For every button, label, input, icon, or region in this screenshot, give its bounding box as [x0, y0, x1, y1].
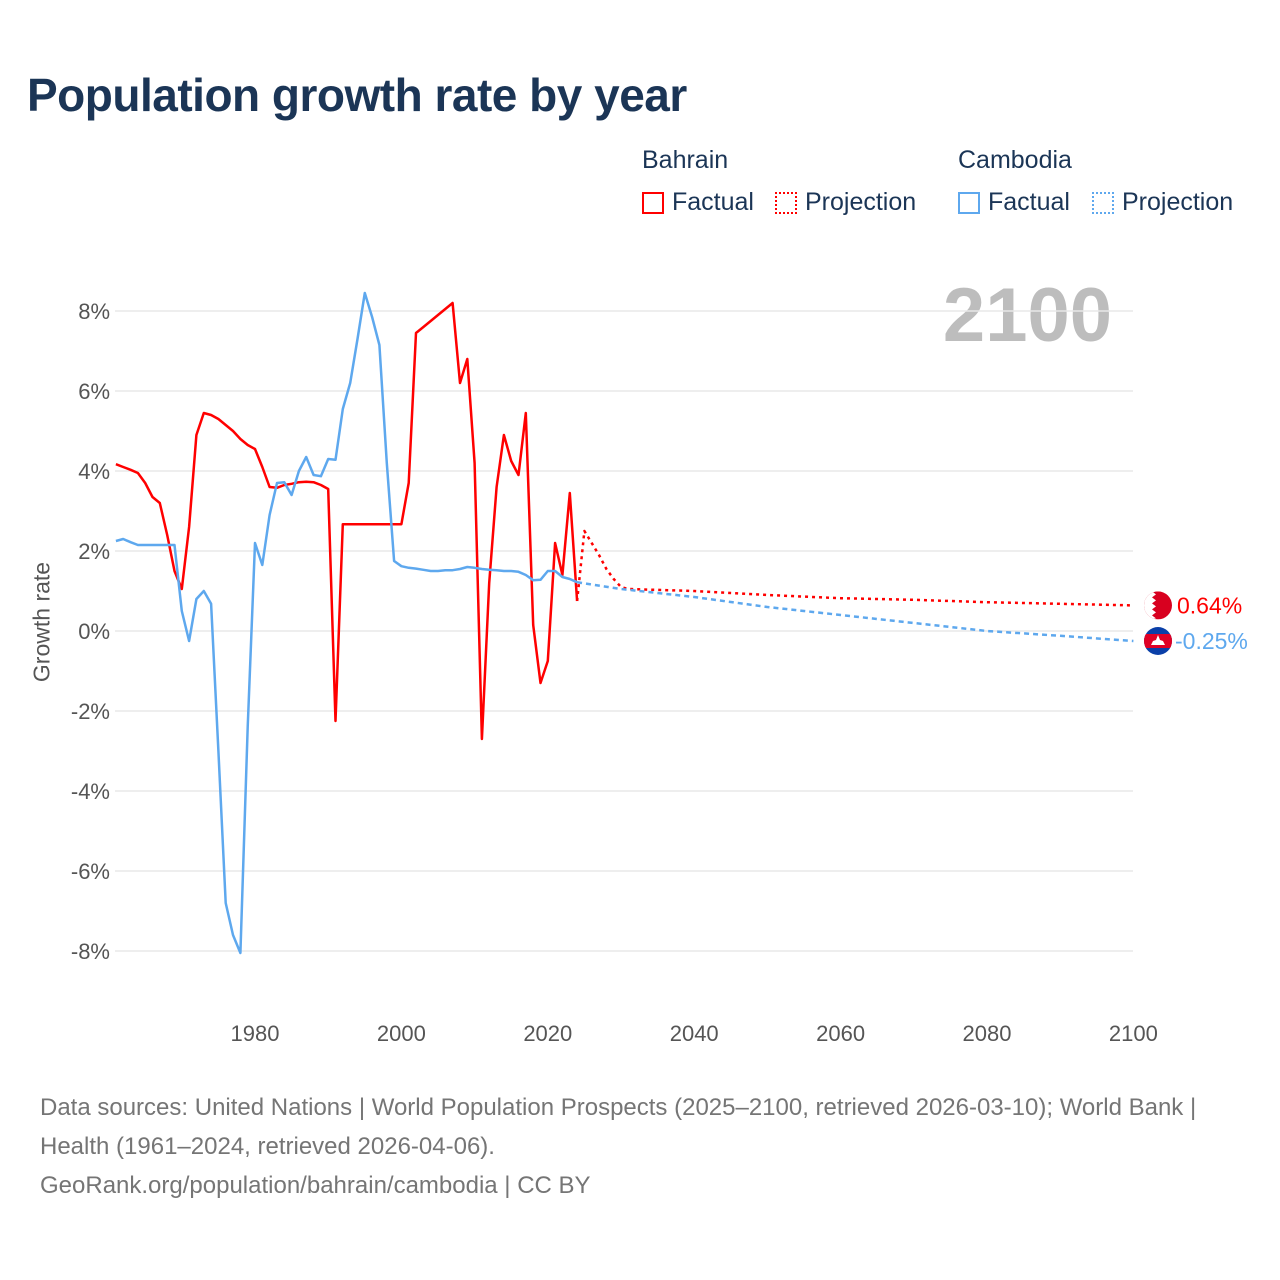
- y-tick-label: 8%: [78, 299, 110, 324]
- y-tick-label: -2%: [71, 699, 110, 724]
- legend-label: Projection: [1122, 188, 1234, 216]
- legend-swatch-dotted-icon: [775, 191, 797, 214]
- x-tick-label: 2000: [377, 1021, 426, 1046]
- series-line-cambodia-projection: [576, 580, 1134, 643]
- bahrain-end-value: 0.64%: [1177, 592, 1242, 618]
- legend-label: Projection: [805, 188, 917, 216]
- legend-group-label: Bahrain: [642, 146, 729, 174]
- legend-cambodia-factual[interactable]: Factual: [958, 188, 1070, 217]
- legend-label: Factual: [988, 188, 1070, 216]
- x-tick-label: 2040: [670, 1021, 719, 1046]
- y-tick-label: 0%: [78, 619, 110, 644]
- page-title: Population growth rate by year: [27, 69, 687, 121]
- legend-group-label: Cambodia: [958, 146, 1072, 174]
- y-tick-label: 2%: [78, 539, 110, 564]
- cambodia-end-value: -0.25%: [1175, 628, 1248, 654]
- y-tick-label: 6%: [78, 379, 110, 404]
- legend-swatch-solid-icon: [642, 191, 664, 214]
- series-line-cambodia-factual: [115, 291, 578, 955]
- x-tick-label: 1980: [231, 1021, 280, 1046]
- y-tick-label: -6%: [71, 859, 110, 884]
- x-tick-label: 2020: [523, 1021, 572, 1046]
- credit-link[interactable]: GeoRank.org/population/bahrain/cambodia …: [40, 1172, 591, 1199]
- x-tick-label: 2060: [816, 1021, 865, 1046]
- y-tick-label: -4%: [71, 779, 110, 804]
- footer: Data sources: United Nations | World Pop…: [40, 1088, 1240, 1205]
- cambodia-flag-icon: [1144, 627, 1172, 655]
- y-tick-label: -8%: [71, 939, 110, 964]
- x-tick-label: 2100: [1109, 1021, 1158, 1046]
- legend-bahrain-factual[interactable]: Factual: [642, 188, 754, 217]
- legend-bahrain-projection[interactable]: Projection: [775, 188, 916, 217]
- legend-swatch-dotted-icon: [1092, 191, 1114, 214]
- current-year-label: 2100: [942, 273, 1112, 358]
- bahrain-flag-icon: [1144, 591, 1172, 620]
- x-tick-label: 2080: [963, 1021, 1012, 1046]
- series-line-bahrain-factual: [115, 301, 579, 741]
- legend-swatch-solid-icon: [958, 191, 980, 214]
- legend-label: Factual: [672, 188, 754, 216]
- y-tick-label: 4%: [78, 459, 110, 484]
- data-sources-text: Data sources: United Nations | World Pop…: [40, 1094, 1197, 1160]
- legend-cambodia-projection[interactable]: Projection: [1092, 188, 1233, 217]
